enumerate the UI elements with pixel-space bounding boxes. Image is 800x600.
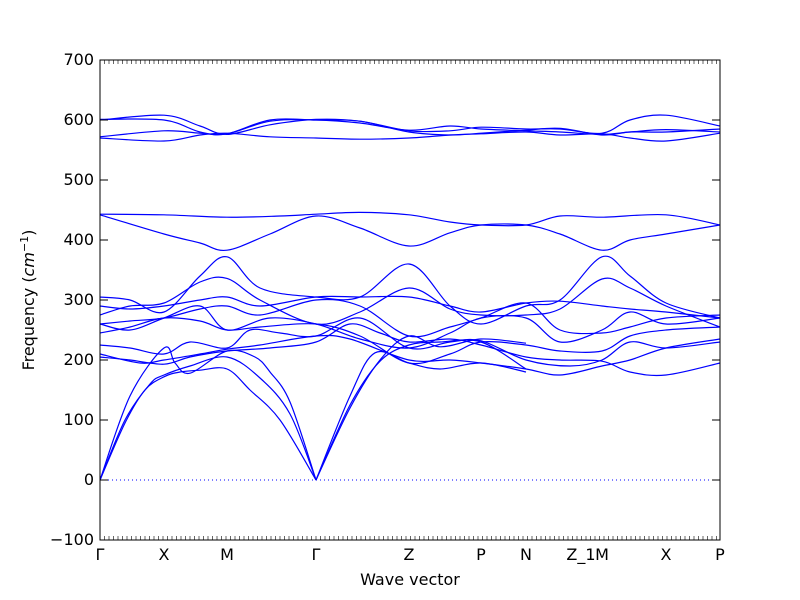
band-18: [99, 119, 721, 138]
y-axis-label-suffix: ): [19, 230, 38, 236]
x-tick-label-3: Γ: [312, 545, 321, 564]
y-tick-label--100: −100: [50, 530, 94, 549]
y-tick-label-700: 700: [63, 50, 94, 69]
y-tick-label-500: 500: [63, 170, 94, 189]
band-19: [99, 114, 721, 136]
x-tick-label-9: X: [661, 545, 672, 564]
y-tick-label-600: 600: [63, 110, 94, 129]
band-10: [99, 305, 721, 349]
band-2: [99, 346, 317, 481]
x-tick-label-7: Z_1: [566, 545, 595, 565]
high-symmetry-lines: Γ X M Γ Z P N Z_1 M X P: [96, 545, 726, 565]
band-16: [99, 211, 721, 227]
band-lines: [99, 114, 721, 481]
band-13: [99, 255, 721, 325]
band-15: [99, 214, 721, 252]
x-tick-label-5: P: [476, 545, 486, 564]
x-tick-label-0: Γ: [96, 545, 105, 564]
y-axis-label: Frequency (cm−1): [18, 230, 38, 371]
y-ticks: −100 0 100 200 300 400 500 600 700: [50, 50, 720, 549]
band-7: [99, 334, 721, 376]
x-ticks: [99, 60, 717, 540]
band-20: [99, 118, 721, 136]
x-axis-label: Wave vector: [360, 570, 460, 589]
band-5: [315, 350, 527, 481]
y-axis-label-exp: −1: [18, 236, 31, 252]
x-tick-label-1: X: [159, 545, 170, 564]
band-9: [99, 317, 721, 365]
y-tick-label-100: 100: [63, 410, 94, 429]
y-tick-label-400: 400: [63, 230, 94, 249]
y-tick-label-200: 200: [63, 350, 94, 369]
band-11: [99, 298, 721, 338]
y-tick-label-0: 0: [84, 470, 94, 489]
x-tick-label-8: M: [595, 545, 609, 564]
band-17: [99, 131, 721, 142]
x-tick-label-10: P: [715, 545, 725, 564]
x-tick-label-4: Z: [404, 545, 415, 564]
x-tick-label-2: M: [220, 545, 234, 564]
band-6: [99, 323, 721, 377]
y-axis-label-unit: cm: [19, 252, 38, 276]
band-0: [99, 367, 317, 481]
band-3: [315, 335, 527, 481]
band-14: [99, 295, 721, 319]
band-1: [99, 356, 317, 481]
y-axis-label-prefix: Frequency (: [19, 276, 38, 370]
band-8: [99, 317, 721, 367]
x-tick-label-6: N: [520, 545, 532, 564]
y-tick-label-300: 300: [63, 290, 94, 309]
